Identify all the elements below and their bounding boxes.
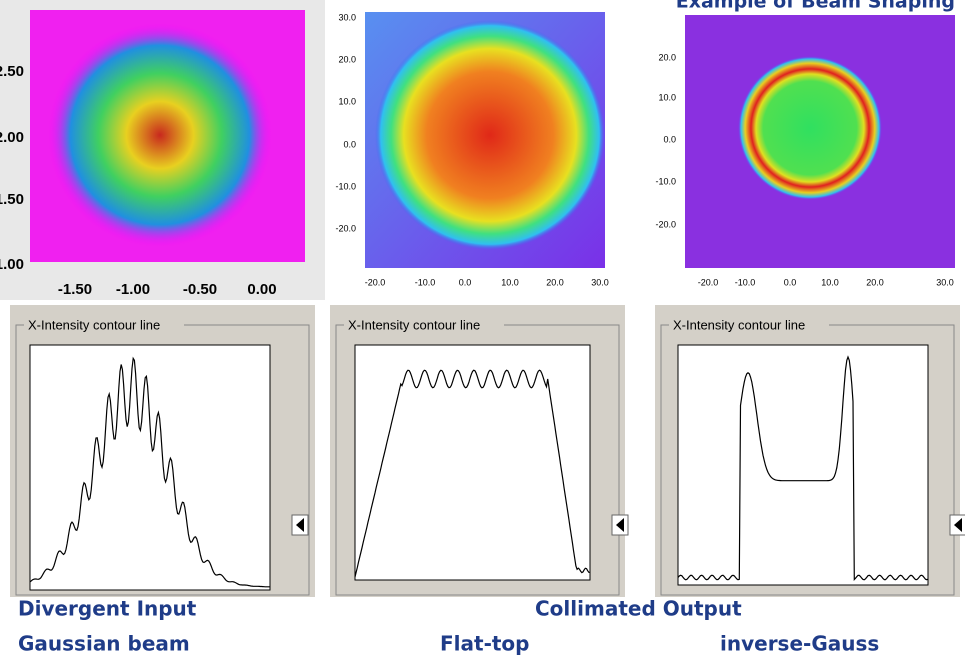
label-bg xyxy=(344,316,504,334)
group-label: X-Intensity contour line xyxy=(348,317,480,332)
caption: Divergent Input xyxy=(18,597,197,621)
plot-area xyxy=(29,344,271,591)
x-tick-label: -20.0 xyxy=(698,277,719,287)
x-tick-label: 0.00 xyxy=(247,281,276,298)
y-tick-label: 1.00 xyxy=(0,256,24,273)
title: Example of Beam Shaping xyxy=(676,0,955,13)
y-tick-label: 20.0 xyxy=(338,54,356,64)
x-tick-label: -1.00 xyxy=(116,281,150,298)
intensity-curve xyxy=(677,355,929,582)
x-tick-label: 20.0 xyxy=(546,277,564,287)
plot-area xyxy=(677,344,929,586)
plot-area xyxy=(354,344,591,581)
y-tick-label: -10.0 xyxy=(335,181,356,191)
x-tick-label: 30.0 xyxy=(591,277,609,287)
x-tick-label: 10.0 xyxy=(821,277,839,287)
y-tick-label: 20.0 xyxy=(658,52,676,62)
x-tick-label: 20.0 xyxy=(866,277,884,287)
y-tick-label: 2.50 xyxy=(0,63,24,80)
x-tick-label: -1.50 xyxy=(58,281,92,298)
caption: Gaussian beam xyxy=(18,632,190,656)
x-tick-label: 30.0 xyxy=(936,277,954,287)
caption: Collimated Output xyxy=(535,597,742,621)
group-label: X-Intensity contour line xyxy=(28,317,160,332)
arrow xyxy=(954,518,962,532)
y-tick-label: -20.0 xyxy=(335,223,356,233)
x-tick-label: -10.0 xyxy=(735,277,756,287)
caption: Flat-top xyxy=(440,632,530,656)
x-tick-label: 0.0 xyxy=(459,277,472,287)
x-tick-label: -0.50 xyxy=(183,281,217,298)
beam-ring xyxy=(738,56,882,200)
y-tick-label: 10.0 xyxy=(658,92,676,102)
group-label: X-Intensity contour line xyxy=(673,317,805,332)
x-tick-label: 10.0 xyxy=(501,277,519,287)
x-tick-label: -20.0 xyxy=(365,277,386,287)
y-tick-label: 0.0 xyxy=(663,134,676,144)
y-tick-label: 30.0 xyxy=(338,12,356,22)
y-tick-label: 0.0 xyxy=(343,139,356,149)
caption: inverse-Gauss xyxy=(720,632,879,656)
y-tick-label: 1.50 xyxy=(0,191,24,208)
beam-spot xyxy=(48,23,272,247)
y-tick-label: 10.0 xyxy=(338,96,356,106)
arrow xyxy=(296,518,304,532)
x-tick-label: 0.0 xyxy=(784,277,797,287)
x-tick-label: -10.0 xyxy=(415,277,436,287)
y-tick-label: -10.0 xyxy=(655,176,676,186)
intensity-curve xyxy=(354,369,590,578)
y-tick-label: -20.0 xyxy=(655,219,676,229)
label-bg xyxy=(24,316,184,334)
y-tick-label: 2.00 xyxy=(0,129,24,146)
beam-spot xyxy=(375,20,605,250)
intensity-curve xyxy=(29,356,270,588)
arrow xyxy=(616,518,624,532)
label-bg xyxy=(669,316,829,334)
